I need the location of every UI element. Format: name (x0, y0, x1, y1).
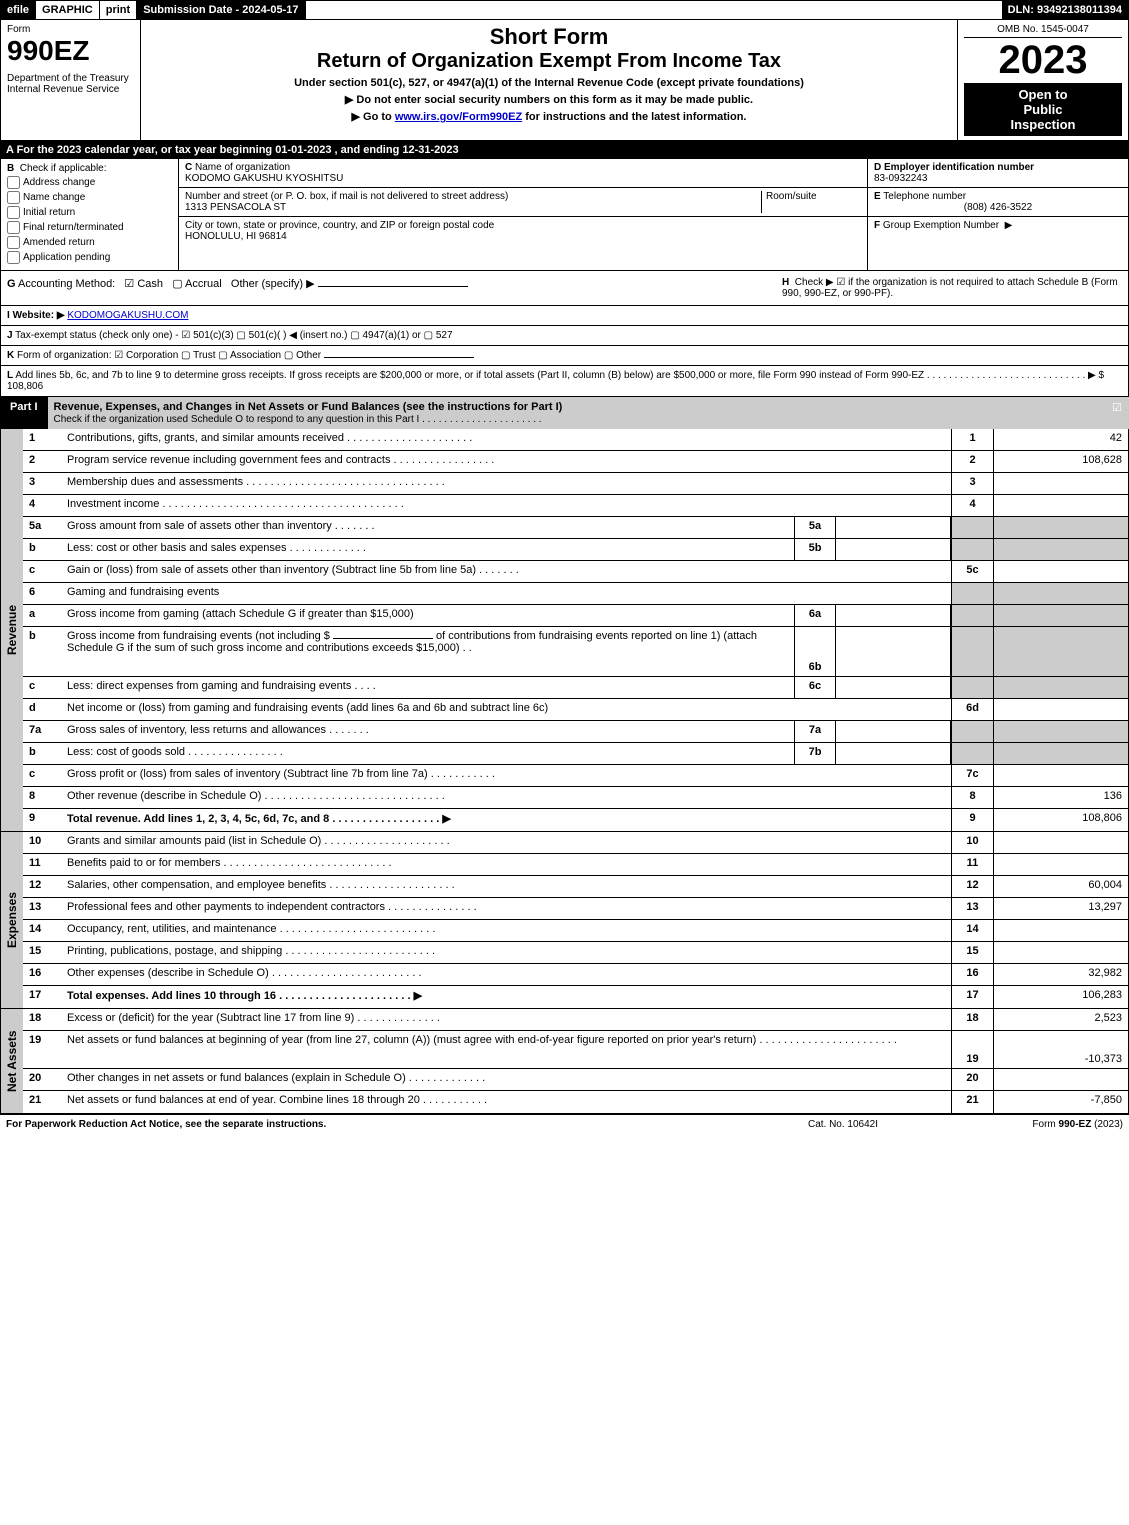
submission-date: Submission Date - 2024-05-17 (137, 1, 305, 19)
revenue-section: Revenue 1Contributions, gifts, grants, a… (0, 429, 1129, 832)
final-return-checkbox[interactable] (7, 221, 20, 234)
org-name: KODOMO GAKUSHU KYOSHITSU (185, 173, 343, 184)
info-grid: B Check if applicable: Address change Na… (0, 159, 1129, 271)
expenses-side-label: Expenses (1, 832, 23, 1008)
g-line: G Accounting Method: ☑ Cash ▢ Accrual Ot… (0, 271, 1129, 305)
top-bar: efile GRAPHIC print Submission Date - 20… (0, 0, 1129, 20)
page-footer: For Paperwork Reduction Act Notice, see … (0, 1114, 1129, 1134)
under-section: Under section 501(c), 527, or 4947(a)(1)… (147, 77, 951, 89)
h-check-text: Check ▶ ☑ if the organization is not req… (782, 277, 1118, 299)
efile-label: efile (1, 1, 36, 19)
paperwork-notice: For Paperwork Reduction Act Notice, see … (6, 1119, 743, 1130)
part1-label: Part I (0, 397, 48, 429)
website-link[interactable]: KODOMOGAKUSHU.COM (67, 310, 188, 321)
ssn-warning: ▶ Do not enter social security numbers o… (147, 93, 951, 106)
address-change-checkbox[interactable] (7, 176, 20, 189)
netassets-section: Net Assets 18Excess or (deficit) for the… (0, 1009, 1129, 1114)
line-5c-value (993, 561, 1128, 582)
line-8-value: 136 (993, 787, 1128, 808)
phone-value: (808) 426-3522 (874, 202, 1122, 213)
room-suite: Room/suite (761, 191, 861, 213)
line-14-value (993, 920, 1128, 941)
open-public-badge: Open to Public Inspection (964, 83, 1122, 136)
part1-header: Part I Revenue, Expenses, and Changes in… (0, 397, 1129, 429)
j-line: J Tax-exempt status (check only one) - ☑… (0, 326, 1129, 346)
line-19-value: -10,373 (993, 1031, 1128, 1068)
line-7c-value (993, 765, 1128, 786)
form-number: 990EZ (7, 35, 134, 67)
line-3-value (993, 473, 1128, 494)
k-line: K Form of organization: ☑ Corporation ▢ … (0, 346, 1129, 366)
goto-instructions: ▶ Go to www.irs.gov/Form990EZ for instru… (147, 110, 951, 123)
amended-return-checkbox[interactable] (7, 236, 20, 249)
ein-value: 83-0932243 (874, 173, 927, 184)
line-2-value: 108,628 (993, 451, 1128, 472)
application-pending-checkbox[interactable] (7, 251, 20, 264)
l-line: L Add lines 5b, 6c, and 7b to line 9 to … (0, 366, 1129, 397)
line-1-value: 42 (993, 429, 1128, 450)
city-state-zip: HONOLULU, HI 96814 (185, 231, 287, 242)
part1-checkbox[interactable]: ☑ (1105, 397, 1129, 429)
header-left: Form 990EZ Department of the Treasury In… (1, 20, 141, 140)
netassets-side-label: Net Assets (1, 1009, 23, 1113)
line-9-value: 108,806 (993, 809, 1128, 831)
irs-label: Internal Revenue Service (7, 84, 134, 95)
section-b: B Check if applicable: Address change Na… (1, 159, 179, 270)
return-title: Return of Organization Exempt From Incom… (147, 50, 951, 73)
short-form-title: Short Form (147, 24, 951, 50)
line-21-value: -7,850 (993, 1091, 1128, 1113)
line-11-value (993, 854, 1128, 875)
section-c: C Name of organization KODOMO GAKUSHU KY… (179, 159, 868, 270)
graphic-label: GRAPHIC (36, 1, 100, 19)
print-button[interactable]: print (100, 1, 137, 19)
revenue-side-label: Revenue (1, 429, 23, 831)
header-mid: Short Form Return of Organization Exempt… (141, 20, 958, 140)
irs-link[interactable]: www.irs.gov/Form990EZ (395, 111, 522, 123)
row-a-calendar-year: A For the 2023 calendar year, or tax yea… (0, 141, 1129, 159)
expenses-section: Expenses 10Grants and similar amounts pa… (0, 832, 1129, 1009)
initial-return-checkbox[interactable] (7, 206, 20, 219)
line-18-value: 2,523 (993, 1009, 1128, 1030)
tax-year: 2023 (964, 38, 1122, 83)
catalog-number: Cat. No. 10642I (743, 1119, 943, 1130)
line-17-value: 106,283 (993, 986, 1128, 1008)
header-right: OMB No. 1545-0047 2023 Open to Public In… (958, 20, 1128, 140)
form-reference: Form 990-EZ (2023) (943, 1119, 1123, 1130)
i-line: I Website: ▶ KODOMOGAKUSHU.COM (0, 305, 1129, 326)
part1-title: Revenue, Expenses, and Changes in Net As… (48, 397, 1105, 429)
form-header: Form 990EZ Department of the Treasury In… (0, 20, 1129, 141)
omb-number: OMB No. 1545-0047 (964, 24, 1122, 38)
line-20-value (993, 1069, 1128, 1090)
section-d: D Employer identification number 83-0932… (868, 159, 1128, 270)
street-address: 1313 PENSACOLA ST (185, 202, 286, 213)
line-13-value: 13,297 (993, 898, 1128, 919)
line-15-value (993, 942, 1128, 963)
line-10-value (993, 832, 1128, 853)
line-16-value: 32,982 (993, 964, 1128, 985)
dln-number: DLN: 93492138011394 (1002, 1, 1128, 19)
line-12-value: 60,004 (993, 876, 1128, 897)
line-6d-value (993, 699, 1128, 720)
dept-treasury: Department of the Treasury (7, 73, 134, 84)
name-change-checkbox[interactable] (7, 191, 20, 204)
form-word: Form (7, 24, 134, 35)
line-4-value (993, 495, 1128, 516)
